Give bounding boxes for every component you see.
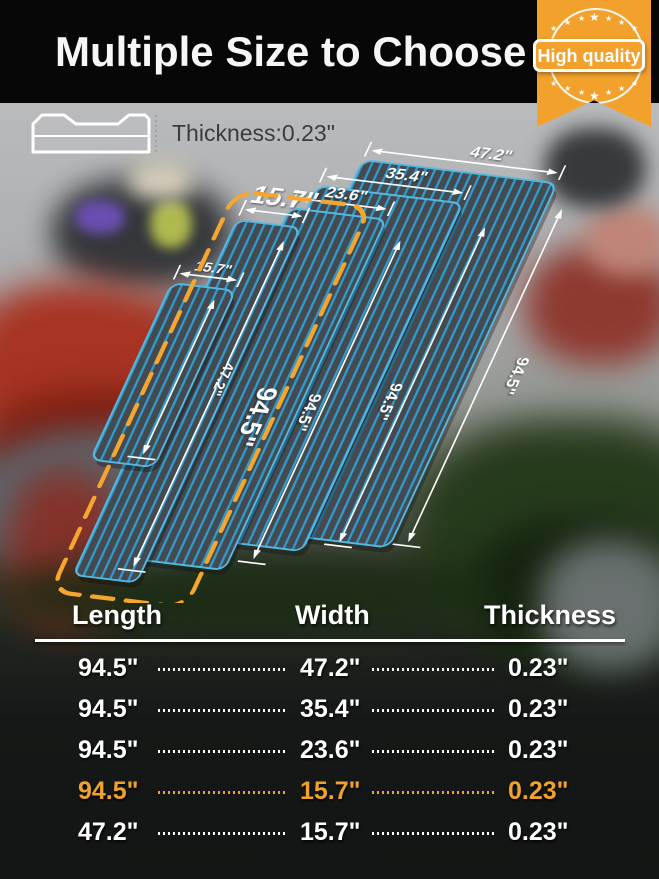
dotted-leader [158, 709, 288, 712]
star-icon: ★ [618, 18, 626, 27]
size-table: Length Width Thickness 94.5" 47.2" 0.23"… [0, 595, 659, 879]
boat-seat-shape [128, 160, 194, 200]
star-icon: ★ [578, 14, 586, 23]
outboard-motor-shape [545, 128, 645, 208]
width-dim-label: 47.2" [467, 143, 516, 165]
table-row: 94.5" 35.4" 0.23" [0, 695, 659, 725]
size-diagram: 47.2" 94.5" 35.4" 94.5" 23.6" [55, 141, 567, 603]
table-row: 47.2" 15.7" 0.23" [0, 818, 659, 848]
length-value: 94.5" [78, 695, 139, 723]
table-divider [35, 639, 625, 642]
length-value: 47.2" [78, 818, 139, 846]
width-value: 35.4" [300, 695, 361, 723]
dotted-leader [158, 668, 288, 671]
star-icon: ★ [578, 88, 586, 97]
star-icon: ★ [631, 79, 639, 88]
star-icon: ★ [564, 84, 572, 93]
thickness-value: 0.23" [508, 695, 569, 723]
star-icon: ★ [605, 88, 613, 97]
star-icon: ★ [589, 10, 600, 24]
page-title: Multiple Size to Choose [55, 27, 527, 75]
length-value: 94.5" [78, 777, 139, 805]
width-value: 15.7" [300, 777, 361, 805]
column-header-thickness: Thickness [484, 600, 617, 630]
high-quality-label: High quality [533, 39, 645, 72]
star-icon: ★ [550, 24, 558, 33]
dotted-leader [372, 791, 496, 794]
thickness-label: Thickness:0.23" [172, 119, 335, 146]
star-icon: ★ [605, 14, 613, 23]
star-icon: ★ [550, 79, 558, 88]
mat-cross-section-icon [31, 113, 157, 154]
star-icon: ★ [564, 18, 572, 27]
star-icon: ★ [618, 84, 626, 93]
width-value: 23.6" [300, 736, 361, 764]
width-dim-label: 23.6" [322, 183, 371, 205]
dotted-leader [158, 750, 288, 753]
dotted-leader [372, 832, 496, 835]
thickness-value: 0.23" [508, 818, 569, 846]
table-row: 94.5" 47.2" 0.23" [0, 654, 659, 684]
width-dim-label: 35.4" [382, 164, 431, 186]
column-header-length: Length [72, 600, 162, 630]
fishfinder-screen-shape [75, 200, 125, 234]
water-shape [540, 540, 659, 670]
thickness-value: 0.23" [508, 654, 569, 682]
star-icon: ★ [589, 89, 600, 103]
thickness-value: 0.23" [508, 736, 569, 764]
dotted-leader [158, 832, 288, 835]
column-header-width: Width [295, 600, 370, 630]
length-value: 94.5" [78, 736, 139, 764]
star-icon: ★ [631, 24, 639, 33]
length-dim-label: 94.5" [498, 356, 534, 396]
highlight-dashed-outline [55, 191, 367, 603]
width-value: 47.2" [300, 654, 361, 682]
dotted-leader [372, 750, 496, 753]
table-row-highlighted: 94.5" 15.7" 0.23" [0, 777, 659, 807]
gps-screen-shape [150, 200, 192, 248]
width-value: 15.7" [300, 818, 361, 846]
thickness-value: 0.23" [508, 777, 569, 805]
dotted-leader [372, 668, 496, 671]
pink-hull-right-shape [585, 205, 659, 275]
dotted-leader [158, 791, 288, 794]
length-value: 94.5" [78, 654, 139, 682]
table-row: 94.5" 23.6" 0.23" [0, 736, 659, 766]
dotted-leader [372, 709, 496, 712]
thickness-callout: Thickness:0.23" [30, 110, 335, 156]
